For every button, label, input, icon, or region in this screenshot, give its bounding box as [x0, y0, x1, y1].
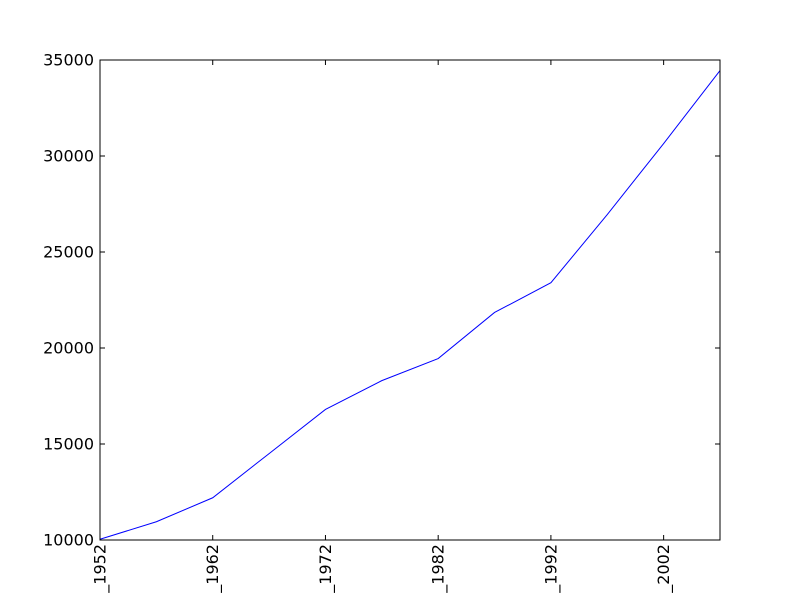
tick-labels: 10000 15000 20000 25000 30000 35000 _1952 _1962…: [43, 51, 674, 594]
y-tick-label: 35000: [43, 51, 94, 70]
x-tick-label: _1992: [541, 544, 561, 594]
x-tick-label: _1952: [91, 544, 111, 594]
y-tick-label: 30000: [43, 147, 94, 166]
plot-area: [100, 60, 720, 540]
x-tick-label: _2002: [654, 544, 674, 594]
y-tick-label: 10000: [43, 531, 94, 550]
series-line: [99, 70, 721, 540]
y-tick-label: 20000: [43, 339, 94, 358]
y-tick-label: 15000: [43, 435, 94, 454]
x-tick-label: _1982: [429, 544, 449, 594]
x-tick-label: _1962: [203, 544, 223, 594]
y-tick-label: 25000: [43, 243, 94, 262]
x-tick-label: _1972: [316, 544, 336, 594]
plot-frame: [99, 59, 721, 541]
